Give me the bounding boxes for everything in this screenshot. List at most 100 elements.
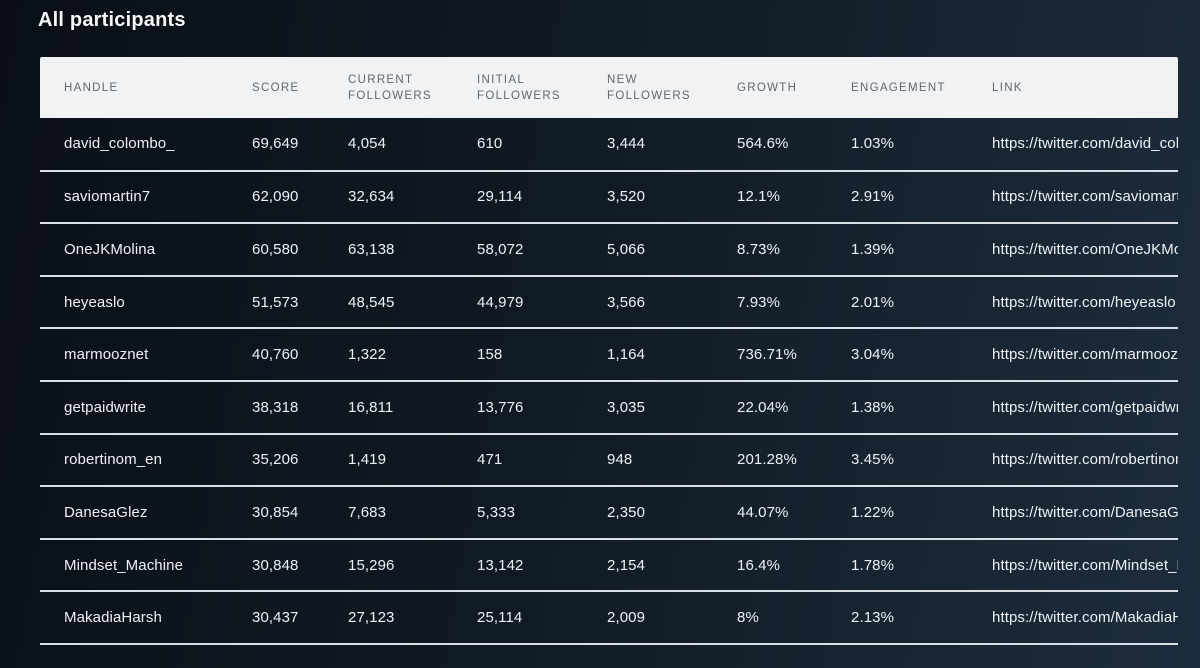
cell-score: 62,090 bbox=[252, 170, 348, 225]
cell-growth: 201.28% bbox=[737, 433, 851, 488]
page-title: All participants bbox=[38, 9, 186, 31]
cell-handle: david_colombo_ bbox=[40, 118, 252, 172]
table-row: marmooznet 40,760 1,322 158 1,164 736.71… bbox=[40, 328, 1178, 382]
cell-current-followers: 4,054 bbox=[348, 118, 477, 172]
cell-score: 30,854 bbox=[252, 486, 348, 540]
table-header: HANDLE SCORE CURRENT FOLLOWERS INITIAL F… bbox=[40, 57, 1178, 118]
cell-current-followers: 27,123 bbox=[348, 591, 477, 645]
cell-growth: 16.4% bbox=[737, 538, 851, 593]
cell-handle: Mindset_Machine bbox=[40, 538, 252, 593]
cell-current-followers: 1,322 bbox=[348, 328, 477, 382]
column-header-score: SCORE bbox=[252, 57, 348, 118]
table-row: OneJKMolina 60,580 63,138 58,072 5,066 8… bbox=[40, 223, 1178, 277]
cell-new-followers: 3,035 bbox=[607, 380, 737, 435]
cell-engagement: 1.78% bbox=[851, 538, 992, 593]
table-row: getpaidwrite 38,318 16,811 13,776 3,035 … bbox=[40, 380, 1178, 435]
cell-profile-link[interactable]: https://twitter.com/Mindset_Machine bbox=[992, 538, 1178, 593]
participants-table-container: HANDLE SCORE CURRENT FOLLOWERS INITIAL F… bbox=[40, 57, 1178, 668]
cell-growth: 8% bbox=[737, 591, 851, 645]
cell-initial-followers: 44,979 bbox=[477, 275, 607, 330]
table-header-row: HANDLE SCORE CURRENT FOLLOWERS INITIAL F… bbox=[40, 57, 1178, 118]
cell-new-followers: 3,444 bbox=[607, 118, 737, 172]
cell-profile-link[interactable]: https://twitter.com/marmooznet bbox=[992, 328, 1178, 382]
cell-current-followers: 15,296 bbox=[348, 538, 477, 593]
cell-initial-followers: 5,333 bbox=[477, 486, 607, 540]
cell-initial-followers: 13,142 bbox=[477, 538, 607, 593]
cell-growth: 44.07% bbox=[737, 486, 851, 540]
cell-current-followers: 7,683 bbox=[348, 486, 477, 540]
cell-engagement: 1.39% bbox=[851, 223, 992, 277]
cell-handle: OneJKMolina bbox=[40, 223, 252, 277]
cell-engagement: 3.04% bbox=[851, 328, 992, 382]
cell-profile-link[interactable]: https://twitter.com/MakadiaHarsh bbox=[992, 591, 1178, 645]
cell-growth: 22.04% bbox=[737, 380, 851, 435]
cell-new-followers: 5,066 bbox=[607, 223, 737, 277]
cell-score: 35,206 bbox=[252, 433, 348, 488]
cell-initial-followers: 158 bbox=[477, 328, 607, 382]
cell-profile-link[interactable]: https://twitter.com/david_colombo_ bbox=[992, 118, 1178, 172]
cell-score: 30,848 bbox=[252, 538, 348, 593]
column-header-handle: HANDLE bbox=[40, 57, 252, 118]
cell-growth: 564.6% bbox=[737, 118, 851, 172]
cell-growth: 12.1% bbox=[737, 170, 851, 225]
cell-handle: MakadiaHarsh bbox=[40, 591, 252, 645]
cell-engagement: 2.13% bbox=[851, 591, 992, 645]
column-header-link: LINK bbox=[992, 57, 1178, 118]
cell-profile-link[interactable]: https://twitter.com/getpaidwrite bbox=[992, 380, 1178, 435]
cell-engagement: 3.45% bbox=[851, 433, 992, 488]
cell-current-followers: 63,138 bbox=[348, 223, 477, 277]
cell-initial-followers: 29,114 bbox=[477, 170, 607, 225]
cell-profile-link[interactable]: https://twitter.com/DanesaGlez bbox=[992, 486, 1178, 540]
cell-score: 38,318 bbox=[252, 380, 348, 435]
table-row: DanesaGlez 30,854 7,683 5,333 2,350 44.0… bbox=[40, 486, 1178, 540]
cell-initial-followers: 610 bbox=[477, 118, 607, 172]
cell-engagement: 2.91% bbox=[851, 170, 992, 225]
column-header-growth: GROWTH bbox=[737, 57, 851, 118]
cell-handle: saviomartin7 bbox=[40, 170, 252, 225]
cell-current-followers: 48,545 bbox=[348, 275, 477, 330]
column-header-new-followers: NEW FOLLOWERS bbox=[607, 57, 737, 118]
cell-score: 30,437 bbox=[252, 591, 348, 645]
cell-current-followers: 16,811 bbox=[348, 380, 477, 435]
table-row: saviomartin7 62,090 32,634 29,114 3,520 … bbox=[40, 170, 1178, 225]
cell-initial-followers: 25,114 bbox=[477, 591, 607, 645]
cell-growth: 7.93% bbox=[737, 275, 851, 330]
cell-score: 51,573 bbox=[252, 275, 348, 330]
table-row: david_colombo_ 69,649 4,054 610 3,444 56… bbox=[40, 118, 1178, 172]
cell-score: 69,649 bbox=[252, 118, 348, 172]
cell-new-followers: 2,350 bbox=[607, 486, 737, 540]
cell-engagement: 1.03% bbox=[851, 118, 992, 172]
table-row: heyeaslo 51,573 48,545 44,979 3,566 7.93… bbox=[40, 275, 1178, 330]
cell-handle: DanesaGlez bbox=[40, 486, 252, 540]
cell-profile-link[interactable]: https://twitter.com/robertinom_en bbox=[992, 433, 1178, 488]
table-body: david_colombo_ 69,649 4,054 610 3,444 56… bbox=[40, 118, 1178, 645]
cell-new-followers: 3,520 bbox=[607, 170, 737, 225]
column-header-initial-followers: INITIAL FOLLOWERS bbox=[477, 57, 607, 118]
cell-new-followers: 948 bbox=[607, 433, 737, 488]
cell-current-followers: 1,419 bbox=[348, 433, 477, 488]
cell-handle: getpaidwrite bbox=[40, 380, 252, 435]
cell-initial-followers: 13,776 bbox=[477, 380, 607, 435]
cell-profile-link[interactable]: https://twitter.com/OneJKMolina bbox=[992, 223, 1178, 277]
participants-table: HANDLE SCORE CURRENT FOLLOWERS INITIAL F… bbox=[40, 57, 1178, 645]
cell-engagement: 1.22% bbox=[851, 486, 992, 540]
cell-score: 60,580 bbox=[252, 223, 348, 277]
cell-profile-link[interactable]: https://twitter.com/saviomartin7 bbox=[992, 170, 1178, 225]
cell-handle: heyeaslo bbox=[40, 275, 252, 330]
cell-engagement: 2.01% bbox=[851, 275, 992, 330]
cell-new-followers: 1,164 bbox=[607, 328, 737, 382]
table-row: MakadiaHarsh 30,437 27,123 25,114 2,009 … bbox=[40, 591, 1178, 645]
table-row: robertinom_en 35,206 1,419 471 948 201.2… bbox=[40, 433, 1178, 488]
cell-new-followers: 3,566 bbox=[607, 275, 737, 330]
column-header-current-followers: CURRENT FOLLOWERS bbox=[348, 57, 477, 118]
cell-growth: 8.73% bbox=[737, 223, 851, 277]
column-header-engagement: ENGAGEMENT bbox=[851, 57, 992, 118]
cell-profile-link[interactable]: https://twitter.com/heyeaslo bbox=[992, 275, 1178, 330]
table-row: Mindset_Machine 30,848 15,296 13,142 2,1… bbox=[40, 538, 1178, 593]
cell-current-followers: 32,634 bbox=[348, 170, 477, 225]
cell-initial-followers: 471 bbox=[477, 433, 607, 488]
cell-new-followers: 2,154 bbox=[607, 538, 737, 593]
cell-initial-followers: 58,072 bbox=[477, 223, 607, 277]
cell-engagement: 1.38% bbox=[851, 380, 992, 435]
